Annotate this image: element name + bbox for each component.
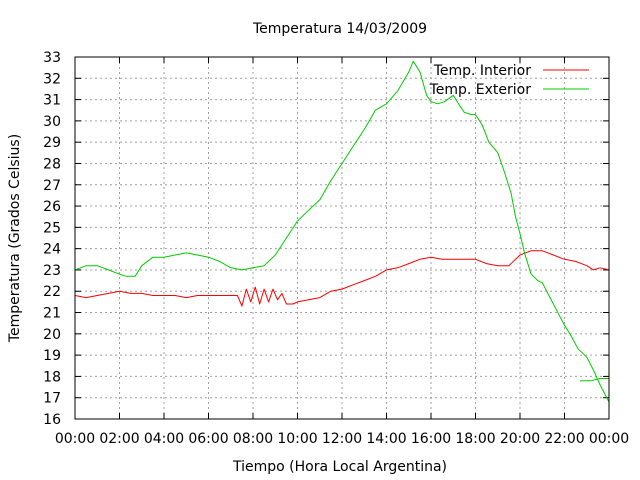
x-axis-label: Tiempo (Hora Local Argentina) (232, 459, 447, 475)
plot-frame (74, 56, 610, 420)
legend-label: Temp. Exterior (429, 82, 532, 98)
y-tick-label: 20 (43, 327, 61, 343)
y-tick-label: 29 (43, 135, 61, 151)
legend: Temp. Interior Temp. Exterior (429, 63, 589, 98)
y-tick-label: 32 (43, 71, 61, 87)
y-tick-label: 21 (43, 306, 61, 322)
y-tick-label: 28 (43, 156, 61, 172)
x-tick-label: 08:00 (233, 431, 273, 447)
y-axis-ticks: 16 17 18 19 20 21 22 23 24 25 26 27 28 29 30 31 32 33 (43, 50, 609, 428)
y-tick-label: 27 (43, 178, 61, 194)
y-tick-label: 33 (43, 50, 61, 66)
x-tick-label: 14:00 (366, 431, 406, 447)
x-tick-label: 12:00 (322, 431, 362, 447)
x-tick-label: 06:00 (188, 431, 228, 447)
x-tick-label: 20:00 (500, 431, 540, 447)
y-tick-label: 31 (43, 93, 61, 109)
y-tick-label: 22 (43, 284, 61, 300)
x-tick-label: 04:00 (144, 431, 184, 447)
y-tick-label: 26 (43, 199, 61, 215)
y-tick-label: 23 (43, 263, 61, 279)
y-tick-label: 18 (43, 369, 61, 385)
y-tick-label: 16 (43, 412, 61, 428)
y-axis-label: Temperatura (Grados Celsius) (7, 134, 23, 343)
chart-title: Temperatura 14/03/2009 (252, 21, 427, 37)
x-axis-ticks: 00:00 02:00 04:00 06:00 08:00 10:00 12:00 14:00… (55, 57, 629, 447)
y-tick-label: 19 (43, 348, 61, 364)
legend-label: Temp. Interior (433, 63, 532, 79)
x-tick-label: 10:00 (277, 431, 317, 447)
x-tick-label: 00:00 (589, 431, 629, 447)
x-tick-label: 22:00 (544, 431, 584, 447)
series-line-2 (74, 60, 610, 403)
series-line-1 (74, 250, 610, 307)
y-tick-label: 30 (43, 114, 61, 130)
x-tick-label: 00:00 (55, 431, 95, 447)
x-tick-label: 18:00 (455, 431, 495, 447)
series-layer (74, 60, 610, 403)
y-tick-label: 17 (43, 391, 61, 407)
series-line-3 (580, 378, 609, 382)
x-tick-label: 02:00 (99, 431, 139, 447)
x-tick-label: 16:00 (411, 431, 451, 447)
y-tick-label: 25 (43, 220, 61, 236)
grid (75, 57, 609, 419)
y-tick-label: 24 (43, 242, 61, 258)
